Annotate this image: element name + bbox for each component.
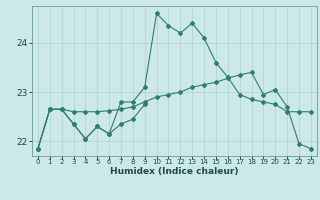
- X-axis label: Humidex (Indice chaleur): Humidex (Indice chaleur): [110, 167, 239, 176]
